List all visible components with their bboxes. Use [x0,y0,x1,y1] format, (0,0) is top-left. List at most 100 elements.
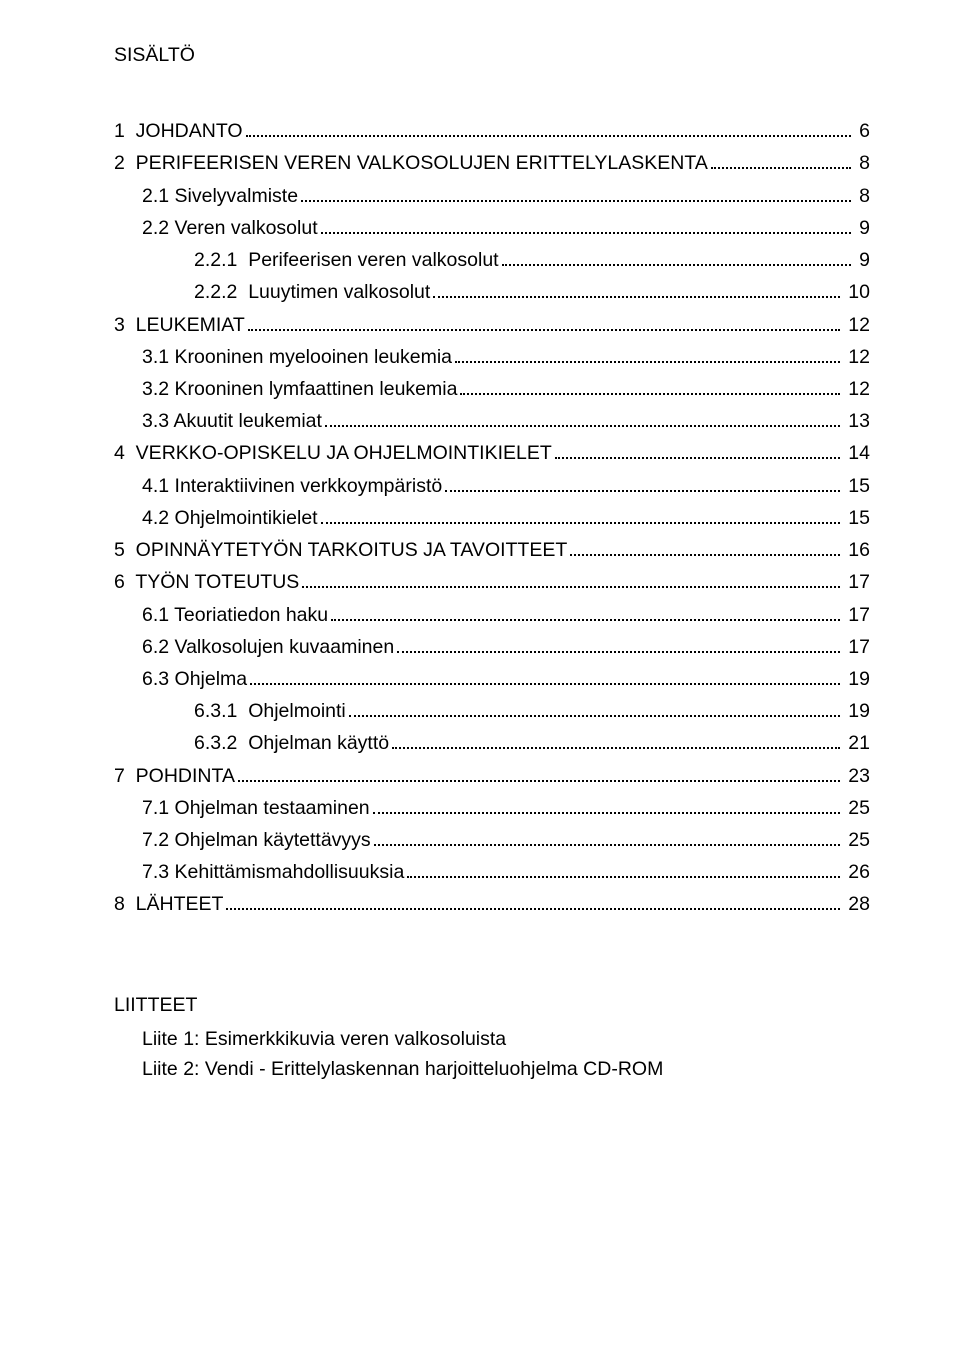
toc-label: 3.1 Krooninen myelooinen leukemia [142,342,452,372]
toc-leader [238,765,840,782]
toc-leader [301,185,851,202]
toc-page-number: 25 [843,825,870,855]
toc-page-number: 8 [854,181,870,211]
toc-page-number: 25 [843,793,870,823]
toc-row: 8 LÄHTEET 28 [114,889,870,921]
toc-row: 6 TYÖN TOTEUTUS 17 [114,567,870,599]
toc-leader [555,443,840,460]
toc-page-number: 16 [843,535,870,565]
toc-label: 6.3 Ohjelma [142,664,247,694]
toc-label: 6.3.2 Ohjelman käyttö [194,728,389,758]
toc-label: 4 VERKKO-OPISKELU JA OHJELMOINTIKIELET [114,438,552,468]
toc-label: 2.2.2 Luuytimen valkosolut [194,277,430,307]
toc-label: 6.2 Valkosolujen kuvaaminen [142,632,394,662]
toc-leader [460,378,839,395]
toc-leader [711,153,851,170]
appendix-line: Liite 2: Vendi - Erittelylaskennan harjo… [142,1054,870,1084]
toc-row: 7.2 Ohjelman käytettävyys 25 [142,825,870,857]
toc-leader [226,894,839,911]
toc-leader [331,604,840,621]
toc-page-number: 10 [843,277,870,307]
toc-label: 3.2 Krooninen lymfaattinen leukemia [142,374,457,404]
toc-page-number: 17 [843,600,870,630]
spacer [114,922,870,990]
toc-row: 7.1 Ohjelman testaaminen 25 [142,793,870,825]
toc-row: 3 LEUKEMIAT 12 [114,310,870,342]
toc-label: 6.1 Teoriatiedon haku [142,600,328,630]
toc-page-number: 6 [854,116,870,146]
toc-page-number: 17 [843,567,870,597]
toc-page-number: 9 [854,213,870,243]
toc-row: 2.1 Sivelyvalmiste 8 [142,181,870,213]
toc-page-number: 8 [854,148,870,178]
toc-label: 8 LÄHTEET [114,889,223,919]
toc-row: 4.1 Interaktiivinen verkkoympäristö 15 [142,471,870,503]
toc-row: 6.3 Ohjelma 19 [142,664,870,696]
toc-leader [407,862,840,879]
toc-page-number: 21 [843,728,870,758]
toc-label: 2.1 Sivelyvalmiste [142,181,298,211]
toc-row: 3.1 Krooninen myelooinen leukemia 12 [142,342,870,374]
toc-leader [325,411,840,428]
toc-row: 2.2.2 Luuytimen valkosolut 10 [194,277,870,309]
toc-leader [455,346,840,363]
toc-leader [321,507,840,524]
toc-leader [246,121,851,138]
toc-label: 4.1 Interaktiivinen verkkoympäristö [142,471,442,501]
toc-row: 6.3.2 Ohjelman käyttö 21 [194,728,870,760]
appendix-heading: LIITTEET [114,990,870,1020]
toc-leader [248,314,840,331]
toc-leader [321,217,851,234]
toc-label: 2.2 Veren valkosolut [142,213,318,243]
toc-label: 3.3 Akuutit leukemiat [142,406,322,436]
table-of-contents: 1 JOHDANTO 62 PERIFEERISEN VEREN VALKOSO… [114,116,870,921]
toc-label: 4.2 Ohjelmointikielet [142,503,318,533]
toc-label: 1 JOHDANTO [114,116,243,146]
toc-label: 3 LEUKEMIAT [114,310,245,340]
toc-leader [302,572,840,589]
toc-leader [433,282,840,299]
toc-label: 7.3 Kehittämismahdollisuuksia [142,857,404,887]
toc-page-number: 28 [843,889,870,919]
toc-row: 7.3 Kehittämismahdollisuuksia 26 [142,857,870,889]
toc-row: 5 OPINNÄYTETYÖN TARKOITUS JA TAVOITTEET … [114,535,870,567]
toc-row: 4 VERKKO-OPISKELU JA OHJELMOINTIKIELET 1… [114,438,870,470]
toc-label: 6.3.1 Ohjelmointi [194,696,346,726]
toc-leader [374,829,840,846]
toc-row: 7 POHDINTA 23 [114,761,870,793]
toc-leader [373,797,840,814]
toc-row: 2.2 Veren valkosolut 9 [142,213,870,245]
toc-leader [349,701,840,718]
toc-heading: SISÄLTÖ [114,40,870,70]
toc-page-number: 26 [843,857,870,887]
toc-label: 7 POHDINTA [114,761,235,791]
toc-page-number: 23 [843,761,870,791]
toc-leader [250,668,840,685]
toc-row: 6.3.1 Ohjelmointi 19 [194,696,870,728]
toc-label: 2.2.1 Perifeerisen veren valkosolut [194,245,499,275]
toc-page-number: 12 [843,374,870,404]
toc-row: 4.2 Ohjelmointikielet 15 [142,503,870,535]
toc-leader [445,475,840,492]
toc-page-number: 17 [843,632,870,662]
toc-row: 6.1 Teoriatiedon haku 17 [142,600,870,632]
toc-label: 5 OPINNÄYTETYÖN TARKOITUS JA TAVOITTEET [114,535,567,565]
toc-leader [397,636,840,653]
toc-page-number: 19 [843,696,870,726]
toc-leader [502,249,851,266]
toc-page-number: 13 [843,406,870,436]
toc-label: 2 PERIFEERISEN VEREN VALKOSOLUJEN ERITTE… [114,148,708,178]
toc-row: 6.2 Valkosolujen kuvaaminen 17 [142,632,870,664]
toc-label: 7.1 Ohjelman testaaminen [142,793,370,823]
toc-page-number: 12 [843,342,870,372]
toc-page-number: 12 [843,310,870,340]
toc-row: 1 JOHDANTO 6 [114,116,870,148]
toc-page-number: 14 [843,438,870,468]
toc-row: 3.2 Krooninen lymfaattinen leukemia 12 [142,374,870,406]
toc-row: 3.3 Akuutit leukemiat 13 [142,406,870,438]
appendix-line: Liite 1: Esimerkkikuvia veren valkosolui… [142,1024,870,1054]
toc-page-number: 19 [843,664,870,694]
toc-page-number: 15 [843,503,870,533]
appendix-list: Liite 1: Esimerkkikuvia veren valkosolui… [114,1024,870,1084]
toc-row: 2 PERIFEERISEN VEREN VALKOSOLUJEN ERITTE… [114,148,870,180]
